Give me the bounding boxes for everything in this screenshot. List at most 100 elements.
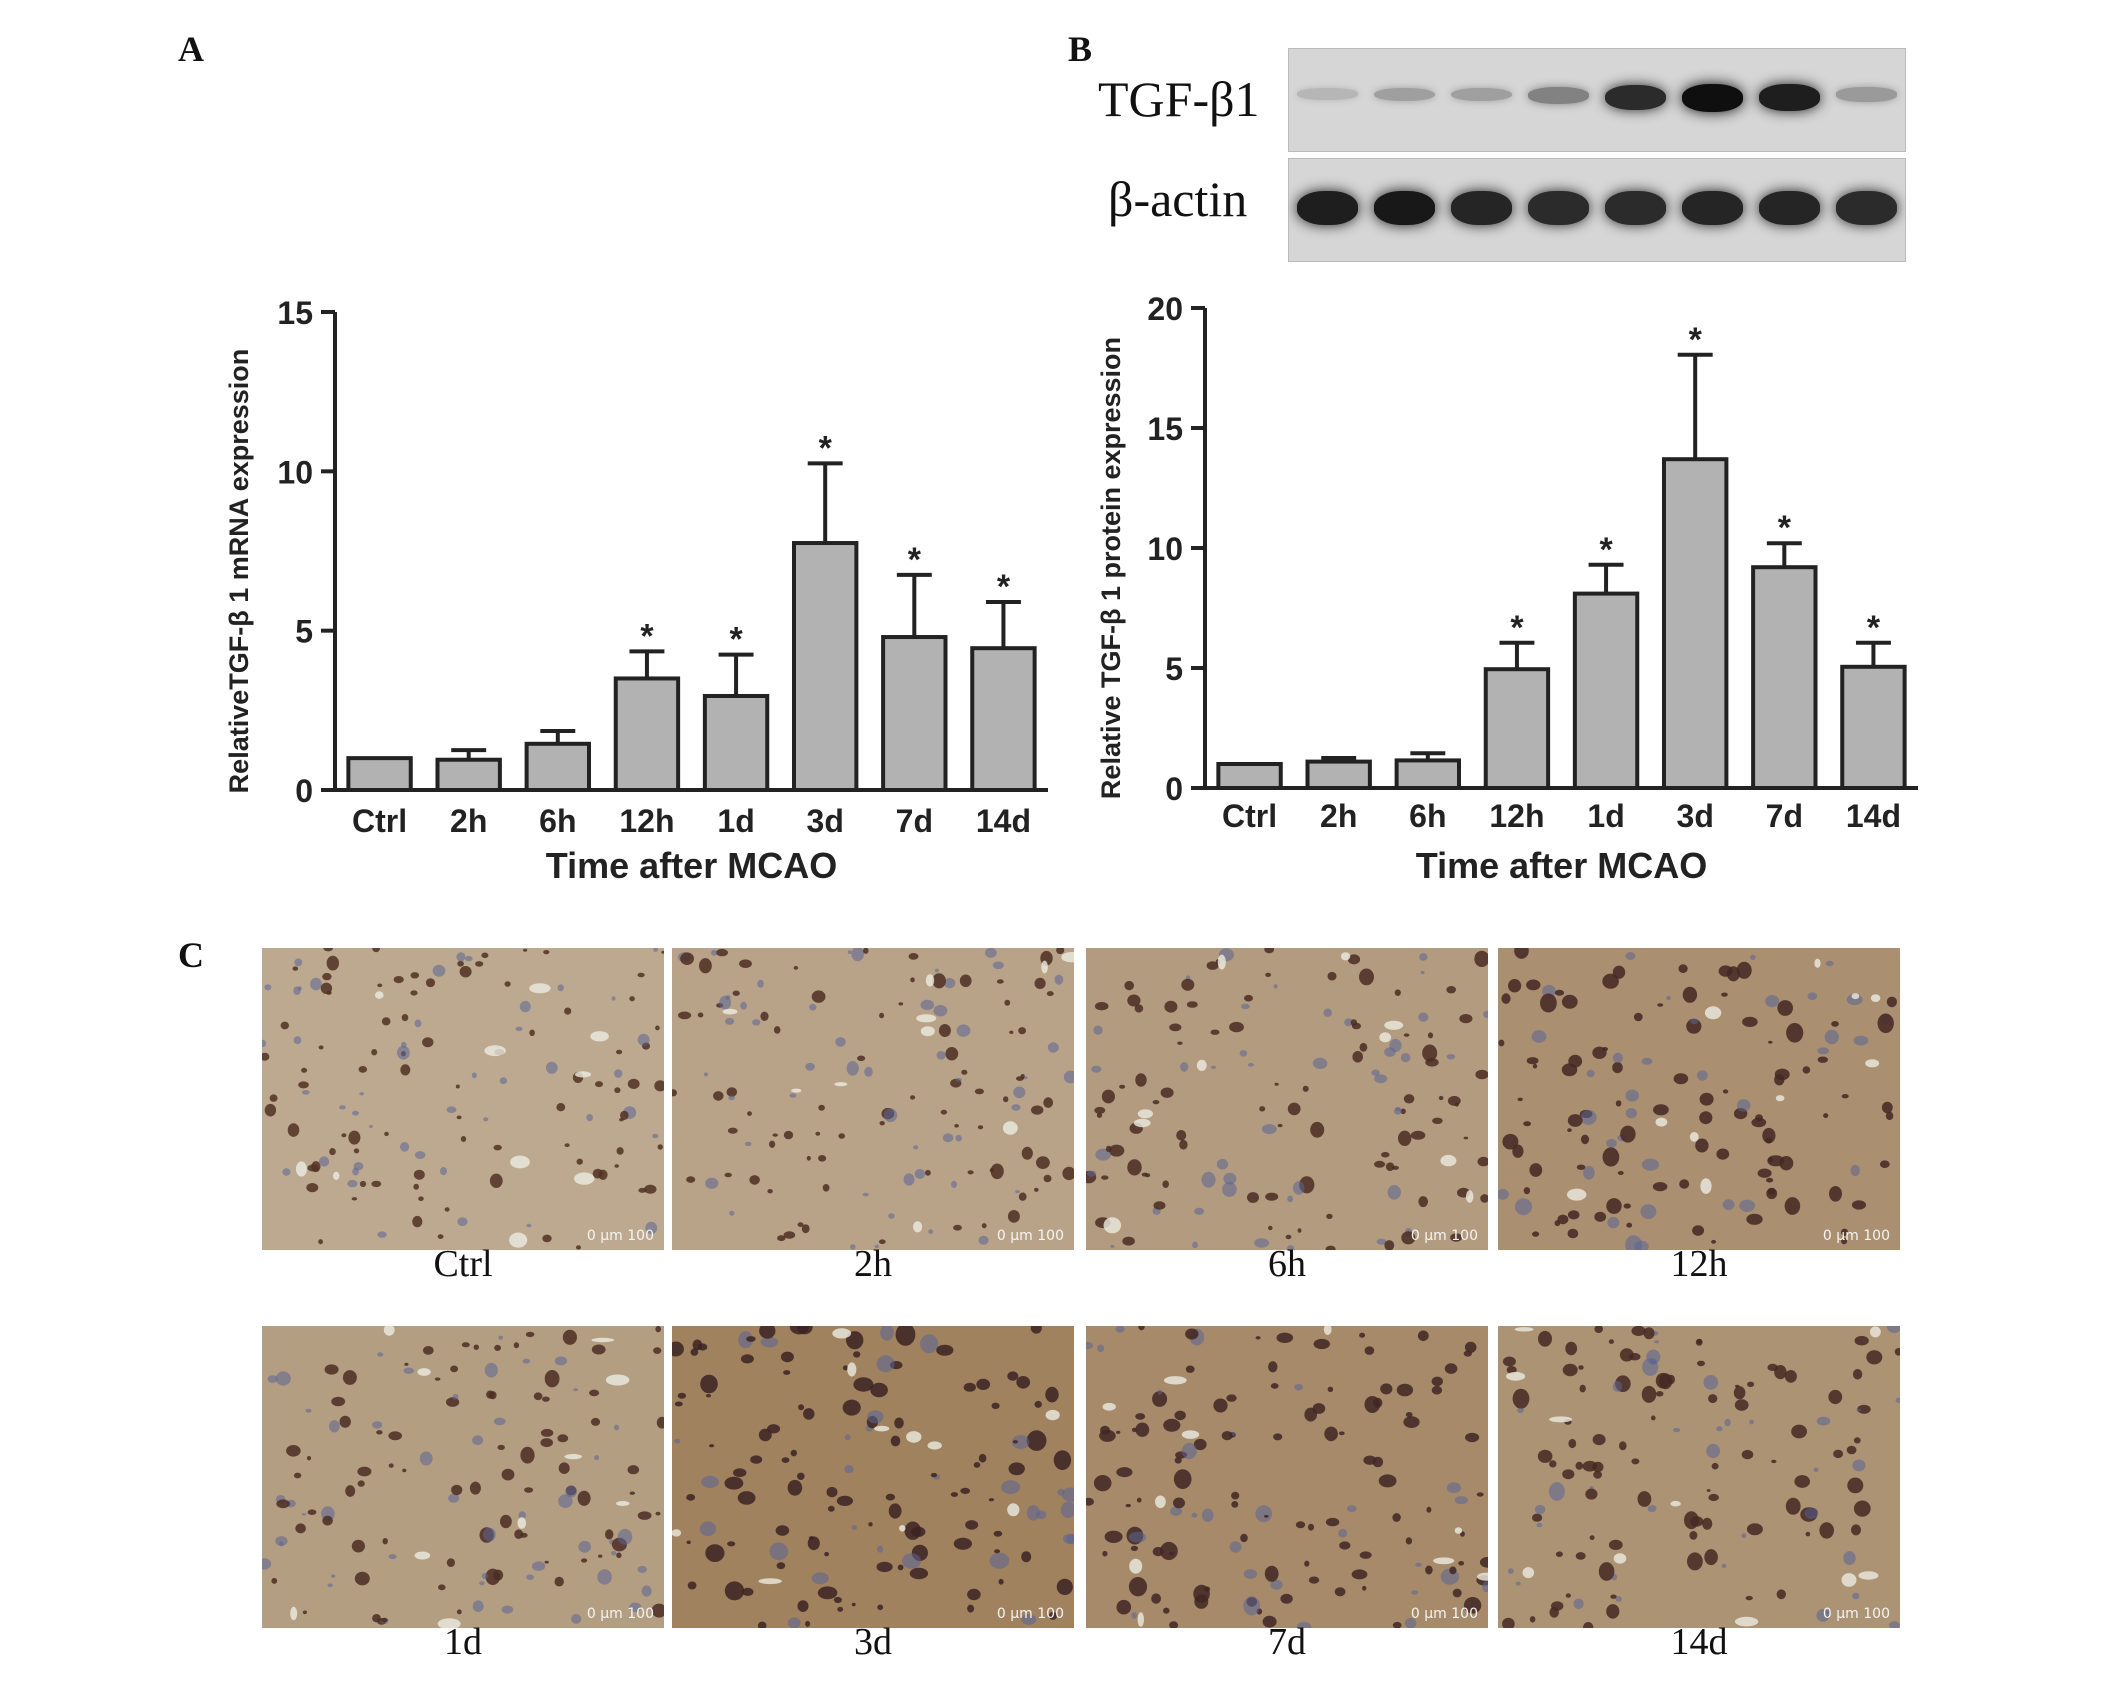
cell	[883, 1108, 898, 1123]
cell	[674, 1401, 683, 1407]
cell	[967, 1170, 974, 1175]
cell	[1666, 995, 1671, 1001]
cell	[1185, 1365, 1195, 1373]
cell	[1352, 1051, 1363, 1063]
cell	[1384, 1240, 1395, 1250]
cell	[305, 1408, 312, 1413]
cell	[1223, 1172, 1237, 1185]
cell	[1244, 994, 1253, 1002]
cell	[1094, 1002, 1109, 1011]
cell	[1866, 1350, 1883, 1365]
cell	[1736, 961, 1752, 979]
x-tick-label: 14d	[976, 803, 1031, 839]
bar	[524, 741, 592, 792]
cell	[742, 1587, 754, 1596]
cell	[1823, 1113, 1829, 1119]
cell	[989, 1552, 1010, 1569]
cell	[822, 1184, 830, 1192]
x-axis-label: Time after MCAO	[1416, 845, 1707, 886]
vessel	[437, 1618, 461, 1628]
cell	[1573, 1598, 1584, 1610]
cell	[500, 1514, 512, 1529]
cell	[1381, 1151, 1390, 1158]
cell	[1850, 1164, 1860, 1177]
cell	[757, 1621, 767, 1628]
cell	[991, 1402, 1000, 1409]
cell	[595, 1081, 603, 1088]
cell	[1567, 1210, 1580, 1220]
cell	[1851, 1200, 1867, 1210]
cell	[1122, 1236, 1135, 1246]
cell	[1181, 1442, 1197, 1460]
cell	[1128, 1577, 1148, 1597]
cell	[577, 1490, 591, 1506]
cell	[809, 1003, 817, 1011]
cell	[1651, 1415, 1656, 1421]
cell	[942, 1133, 954, 1143]
cell	[1405, 1537, 1413, 1545]
vessel	[1137, 1109, 1153, 1119]
micrograph: 0 μm 100	[1498, 1326, 1900, 1628]
cell	[434, 1377, 441, 1381]
cell	[1119, 1084, 1126, 1089]
cell	[1302, 1085, 1309, 1092]
cell	[1784, 1370, 1797, 1383]
cell	[1852, 1592, 1860, 1600]
vessel	[1851, 993, 1860, 1000]
blot-label-actin: β-actin	[1108, 171, 1248, 227]
cell	[1206, 961, 1219, 970]
bar	[346, 756, 413, 793]
cell	[651, 1603, 664, 1618]
vessel	[1340, 952, 1351, 961]
actin-band	[1374, 191, 1435, 225]
cell	[1169, 1621, 1179, 1628]
cell	[990, 1163, 1004, 1180]
cell	[1210, 1065, 1217, 1069]
cell	[342, 1370, 357, 1385]
cell	[1647, 1505, 1657, 1512]
cell	[1415, 1562, 1422, 1567]
cell	[803, 1408, 815, 1420]
cell	[1602, 1147, 1620, 1167]
cell	[1483, 1010, 1488, 1019]
cell	[1654, 1340, 1660, 1344]
cell	[1641, 1385, 1657, 1403]
cell	[687, 1581, 697, 1590]
cell	[1523, 1121, 1531, 1127]
cell	[680, 952, 694, 965]
tissue-texture	[262, 1326, 664, 1628]
cell	[1652, 1182, 1668, 1192]
cell	[686, 1494, 696, 1501]
cell	[1716, 1148, 1730, 1160]
cell	[1151, 1593, 1161, 1604]
cell	[1454, 1496, 1468, 1505]
vessel	[1323, 1326, 1332, 1335]
cell	[1403, 1416, 1420, 1428]
cell	[1016, 1376, 1031, 1389]
cell	[318, 1045, 324, 1050]
significance-marker: *	[1510, 609, 1524, 647]
cell	[371, 1180, 382, 1188]
cell	[295, 1523, 306, 1534]
cell	[381, 1617, 388, 1623]
cell	[1062, 1166, 1074, 1181]
cell	[1594, 1326, 1603, 1334]
cell	[1304, 1407, 1317, 1422]
cell	[1015, 1190, 1020, 1194]
cell	[1607, 1216, 1620, 1229]
cell	[1641, 1158, 1660, 1171]
cell	[1708, 1394, 1718, 1404]
cell	[1261, 1124, 1277, 1135]
cell	[1240, 1533, 1248, 1543]
cell	[1757, 1168, 1772, 1178]
vessel	[1549, 1416, 1573, 1423]
cell	[1824, 1029, 1839, 1045]
vessel	[1379, 1032, 1392, 1043]
cell	[1169, 1023, 1182, 1032]
cell	[1502, 1617, 1515, 1628]
cell	[1034, 977, 1046, 989]
cell	[1101, 1089, 1115, 1104]
cell	[1637, 1491, 1652, 1507]
cell	[938, 1024, 951, 1037]
